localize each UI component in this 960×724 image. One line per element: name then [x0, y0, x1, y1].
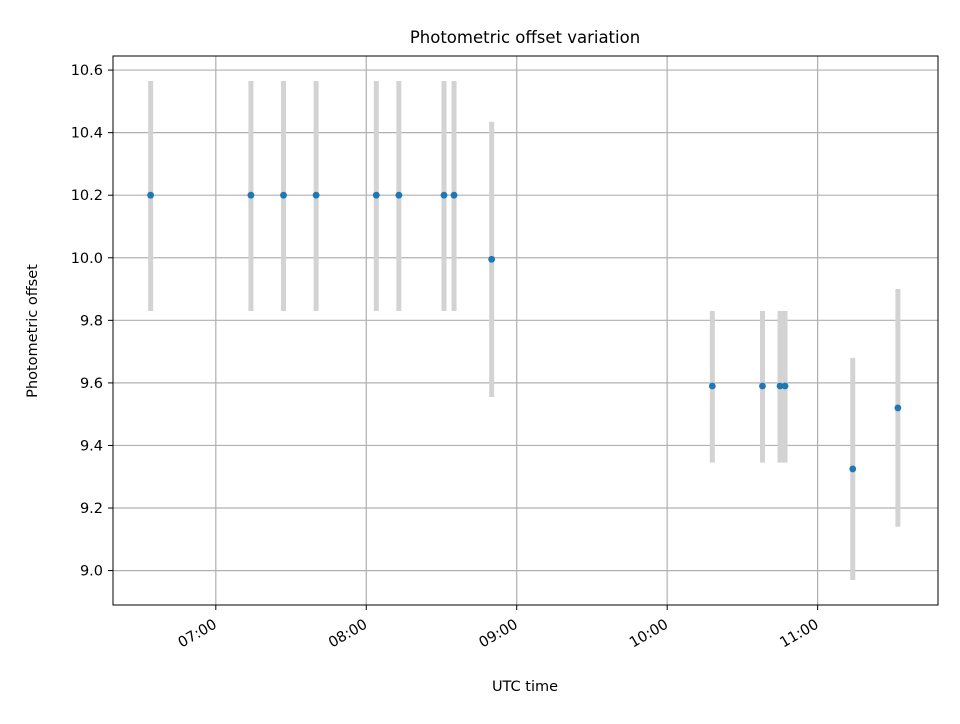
y-tick-label: 9.6 [80, 376, 103, 392]
data-point [147, 191, 155, 199]
y-tick-label: 10.2 [71, 188, 103, 204]
data-point [708, 382, 716, 390]
data-point [781, 382, 789, 390]
x-tick-label: 08:00 [326, 617, 370, 652]
data-point [488, 255, 496, 263]
data-point [280, 191, 287, 199]
chart-title: Photometric offset variation [410, 28, 640, 47]
data-point [759, 382, 766, 390]
data-point [450, 191, 458, 199]
errorbars [148, 81, 901, 580]
y-axis-label: Photometric offset [25, 264, 41, 398]
y-tick-label: 10.4 [71, 126, 103, 142]
y-tick-label: 9.4 [80, 438, 103, 454]
y-tick-label: 9.0 [80, 564, 103, 580]
data-point [395, 191, 403, 199]
x-axis-ticks: 07:00 08:00 09:00 10:00 11:00 [176, 605, 822, 651]
plot-frame [112, 55, 939, 606]
x-tick-label: 09:00 [477, 617, 521, 652]
data-points [147, 191, 902, 473]
grid [113, 56, 938, 605]
data-point [312, 191, 320, 199]
data-point [440, 191, 448, 199]
y-tick-label: 9.8 [80, 313, 103, 329]
x-tick-label: 07:00 [176, 617, 220, 652]
x-tick-label: 10:00 [627, 617, 671, 652]
data-point [894, 404, 902, 412]
data-point [247, 191, 255, 199]
data-point [849, 465, 857, 473]
y-tick-label: 10.6 [71, 63, 103, 79]
y-axis-ticks: 9.0 9.2 9.4 9.6 9.8 10.0 10.2 10.4 10.6 [71, 63, 113, 580]
y-tick-label: 10.0 [71, 251, 103, 267]
x-axis-label: UTC time [492, 679, 558, 695]
data-point [776, 382, 784, 390]
data-point [372, 191, 380, 199]
x-tick-label: 11:00 [777, 617, 821, 652]
y-tick-label: 9.2 [80, 501, 103, 517]
